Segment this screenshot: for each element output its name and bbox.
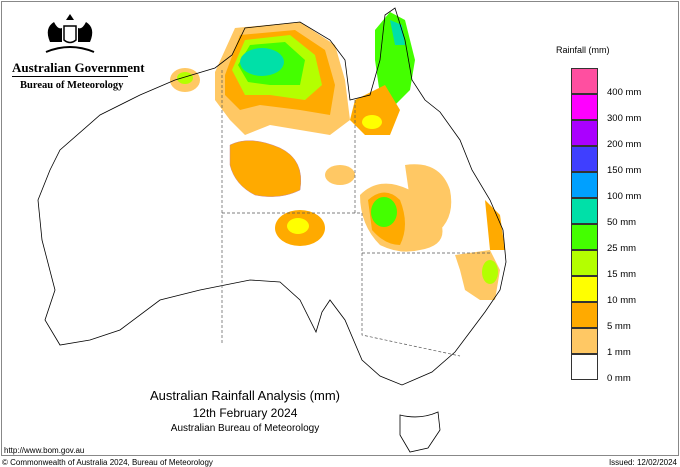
legend-label: 25 mm (607, 243, 637, 254)
rain-area-central-inner (287, 218, 309, 234)
rain-area-nsw-coast-inner (482, 260, 498, 284)
legend-label: 50 mm (607, 217, 637, 228)
rain-area-west-nw-inner (177, 72, 193, 84)
legend-swatch (571, 172, 598, 198)
legend-label: 400 mm (607, 87, 642, 98)
map-frame (1, 1, 679, 456)
rain-area-central-east (325, 165, 355, 185)
legend-swatch (571, 302, 598, 328)
copyright-text: © Commonwealth of Australia 2024, Bureau… (2, 458, 213, 467)
rain-area-cape-york-inner (390, 20, 405, 45)
tasmania (399, 411, 441, 453)
map-title: Australian Rainfall Analysis (mm) (149, 388, 340, 403)
legend-label: 150 mm (607, 165, 642, 176)
legend-swatch (571, 354, 598, 380)
legend-label: 300 mm (607, 113, 642, 124)
legend-label: 100 mm (607, 191, 642, 202)
legend-label: 1 mm (607, 347, 631, 358)
map-source: Australian Bureau of Meteorology (170, 423, 320, 434)
rain-area-gulf-inner (362, 115, 382, 129)
legend-label: 10 mm (607, 295, 637, 306)
legend-label: 15 mm (607, 269, 637, 280)
issued-date: Issued: 12/02/2024 (608, 458, 677, 467)
legend-label: 0 mm (607, 373, 631, 384)
legend-swatch (571, 146, 598, 172)
legend-swatch (571, 328, 598, 354)
rain-area-kimberley (229, 140, 302, 197)
legend-title: Rainfall (mm) (556, 45, 610, 55)
legend-swatch (571, 276, 598, 302)
agency-name: Bureau of Meteorology (20, 80, 124, 91)
rain-area-east-qld (405, 164, 452, 230)
state-borders (221, 70, 490, 357)
coat-of-arms-logo (45, 14, 95, 53)
legend-label: 5 mm (607, 321, 631, 332)
legend-swatch (571, 120, 598, 146)
rain-area-queensland-inner (371, 197, 397, 227)
rainfall-areas (170, 12, 505, 300)
legend-swatch (571, 250, 598, 276)
legend-swatch (571, 94, 598, 120)
legend-swatch (571, 198, 598, 224)
map-date: 12th February 2024 (192, 406, 298, 420)
government-name: Australian Government (12, 60, 145, 75)
legend-swatch (571, 68, 598, 94)
website-link[interactable]: http://www.bom.gov.au (4, 446, 85, 455)
rain-area-east-coast (485, 200, 505, 250)
legend-swatch (571, 224, 598, 250)
coastline (37, 7, 507, 453)
legend-label: 200 mm (607, 139, 642, 150)
rain-area-cape-york (375, 12, 415, 105)
rain-area-north-100 (240, 48, 284, 76)
logo-divider (12, 76, 128, 77)
